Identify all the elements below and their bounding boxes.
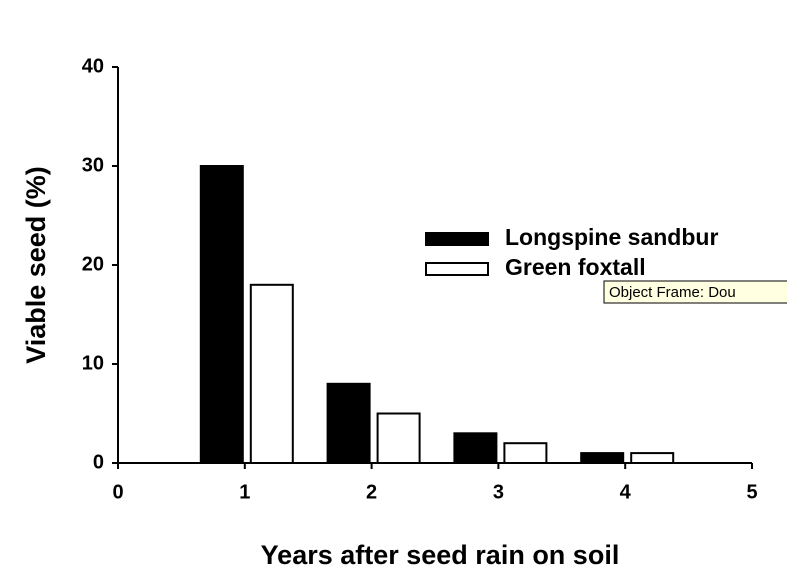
bar	[249, 283, 294, 464]
bar	[503, 442, 548, 465]
bar	[326, 382, 371, 464]
legend-label: Green foxtall	[505, 254, 646, 280]
tooltip-box	[603, 280, 787, 304]
y-tick-label: 0	[93, 451, 104, 473]
x-tick-label: 3	[493, 481, 504, 503]
y-tick-label: 10	[82, 352, 104, 374]
bar	[580, 452, 625, 465]
tooltip-text: Object Frame: Dou	[609, 284, 736, 301]
legend-swatch	[425, 262, 489, 276]
x-tick-label: 0	[112, 481, 123, 503]
legend-label: Longspine sandbur	[505, 224, 718, 250]
x-tick-label: 1	[239, 481, 250, 503]
y-axis-title: Viable seed (%)	[21, 166, 51, 364]
y-tick-label: 40	[82, 55, 104, 77]
y-tick-label: 30	[82, 154, 104, 176]
x-axis-title: Years after seed rain on soil	[261, 540, 620, 570]
legend-swatch	[425, 232, 489, 246]
x-tick-label: 2	[366, 481, 377, 503]
tooltip: Object Frame: Dou	[603, 280, 787, 304]
x-tick-label: 4	[620, 481, 632, 503]
bar	[199, 165, 244, 464]
x-tick-label: 5	[746, 481, 757, 503]
y-tick-label: 20	[82, 253, 104, 275]
bar	[376, 412, 421, 464]
bar	[453, 432, 498, 464]
legend: Longspine sandbur Green foxtall	[425, 224, 718, 280]
bar	[630, 452, 675, 465]
